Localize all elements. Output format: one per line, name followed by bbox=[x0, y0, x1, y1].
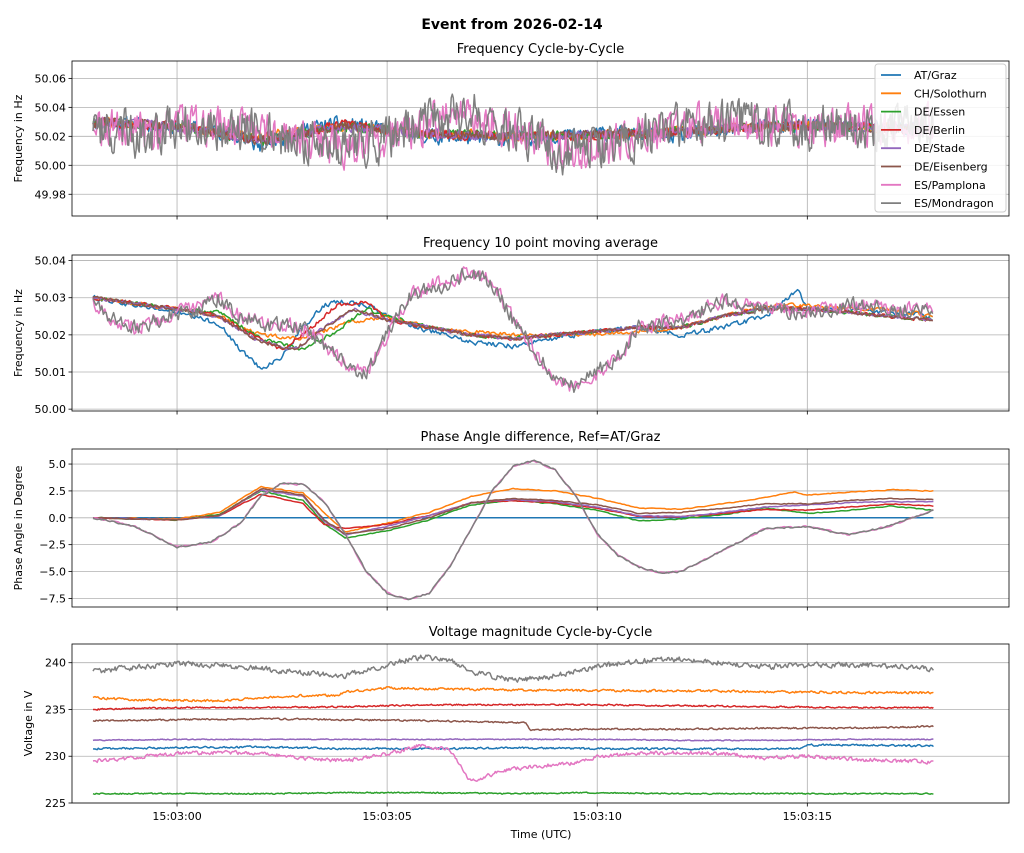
axes-frame bbox=[71, 643, 1010, 804]
panel-1: 49.98 50.00 50.02 50.04 50.06 Frequency Cycle… bbox=[12, 42, 1010, 220]
series-line-de-eisenberg bbox=[92, 717, 934, 732]
y-tick-label: 2.5 bbox=[49, 485, 67, 498]
y-tick-label: 50.01 bbox=[35, 366, 67, 379]
legend-entry: ES/Pamplona bbox=[914, 179, 986, 192]
series-line-es-mondragon bbox=[92, 654, 934, 683]
axes-frame bbox=[71, 254, 1010, 412]
y-tick-label: 50.02 bbox=[35, 329, 67, 342]
series-group bbox=[92, 93, 935, 176]
y-tick-label: −2.5 bbox=[39, 539, 66, 552]
series-line-de-essen bbox=[92, 791, 934, 796]
x-tick-label: 15:03:05 bbox=[362, 810, 411, 823]
panel-title: Voltage magnitude Cycle-by-Cycle bbox=[429, 625, 653, 640]
figure-xlabel: Time (UTC) bbox=[510, 828, 572, 841]
y-tick-label: 50.03 bbox=[35, 292, 67, 305]
y-tick-label: 0.0 bbox=[49, 512, 67, 525]
series-line-at-graz bbox=[92, 743, 934, 751]
series-group bbox=[92, 654, 934, 796]
y-axis-label: Frequency in Hz bbox=[12, 94, 25, 182]
y-tick-label: 50.04 bbox=[35, 101, 67, 114]
panel-title: Frequency Cycle-by-Cycle bbox=[457, 42, 624, 57]
y-tick-label: −7.5 bbox=[39, 592, 66, 605]
panel-4: 225 230 235 240 15:03:00 15:03:05 15:03:10 15:0… bbox=[22, 625, 1010, 823]
series-group bbox=[92, 266, 934, 394]
series-line-de-eisenberg bbox=[92, 488, 934, 535]
series-line-ch-solothurn bbox=[92, 685, 934, 703]
series-line-de-berlin bbox=[92, 493, 934, 530]
series-group bbox=[92, 459, 934, 601]
panel-title: Phase Angle difference, Ref=AT/Graz bbox=[421, 430, 661, 445]
legend-entry: DE/Stade bbox=[914, 142, 965, 155]
series-line-es-mondragon bbox=[92, 93, 935, 176]
legend-entry: AT/Graz bbox=[914, 69, 957, 82]
x-tick-label: 15:03:00 bbox=[152, 810, 201, 823]
y-axis-label: Frequency in Hz bbox=[12, 289, 25, 377]
legend-box bbox=[874, 63, 1007, 213]
panel-3: −7.5 −5.0 −2.5 0.0 2.5 5.0 Phase Angle differe… bbox=[12, 430, 1010, 611]
panel-2: 50.00 50.01 50.02 50.03 50.04 Frequency 10 po… bbox=[12, 236, 1010, 416]
legend-entry: CH/Solothurn bbox=[914, 87, 987, 100]
legend: AT/Graz CH/Solothurn DE/Essen DE/Berlin DE/S… bbox=[874, 63, 1007, 213]
series-line-de-stade bbox=[92, 738, 934, 742]
y-tick-label: 230 bbox=[45, 750, 66, 763]
y-tick-label: 235 bbox=[45, 703, 66, 716]
y-axis-label: Phase Angle in Degree bbox=[12, 465, 25, 590]
axes-frame bbox=[71, 448, 1010, 608]
y-tick-label: 5.0 bbox=[49, 458, 67, 471]
y-tick-label: 49.98 bbox=[35, 188, 67, 201]
x-tick-label: 15:03:15 bbox=[783, 810, 832, 823]
legend-entry: ES/Mondragon bbox=[914, 197, 994, 210]
y-axis-label: Voltage in V bbox=[22, 690, 35, 756]
series-line-de-berlin bbox=[93, 703, 934, 711]
legend-entry: DE/Essen bbox=[914, 106, 965, 119]
y-tick-label: −5.0 bbox=[39, 566, 66, 579]
figure-suptitle: Event from 2026-02-14 bbox=[421, 17, 603, 33]
y-tick-label: 50.06 bbox=[35, 72, 67, 85]
series-line-es-mondragon bbox=[92, 459, 934, 601]
y-tick-label: 50.00 bbox=[35, 159, 67, 172]
y-tick-label: 50.02 bbox=[35, 130, 67, 143]
panels: 49.98 50.00 50.02 50.04 50.06 Frequency Cycle… bbox=[12, 42, 1010, 823]
series-line-es-pamplona bbox=[92, 743, 934, 782]
series-line-es-mondragon bbox=[92, 267, 934, 394]
legend-entry: DE/Berlin bbox=[914, 124, 965, 137]
y-tick-label: 50.00 bbox=[35, 403, 67, 416]
y-tick-label: 50.04 bbox=[35, 255, 67, 268]
x-tick-label: 15:03:10 bbox=[573, 810, 622, 823]
y-tick-label: 240 bbox=[45, 657, 66, 670]
series-line-ch-solothurn bbox=[92, 485, 934, 533]
axes-frame bbox=[71, 60, 1010, 217]
y-tick-label: 225 bbox=[45, 797, 66, 810]
panel-title: Frequency 10 point moving average bbox=[423, 236, 658, 251]
series-line-at-graz bbox=[92, 288, 934, 370]
legend-entry: DE/Eisenberg bbox=[914, 161, 988, 174]
